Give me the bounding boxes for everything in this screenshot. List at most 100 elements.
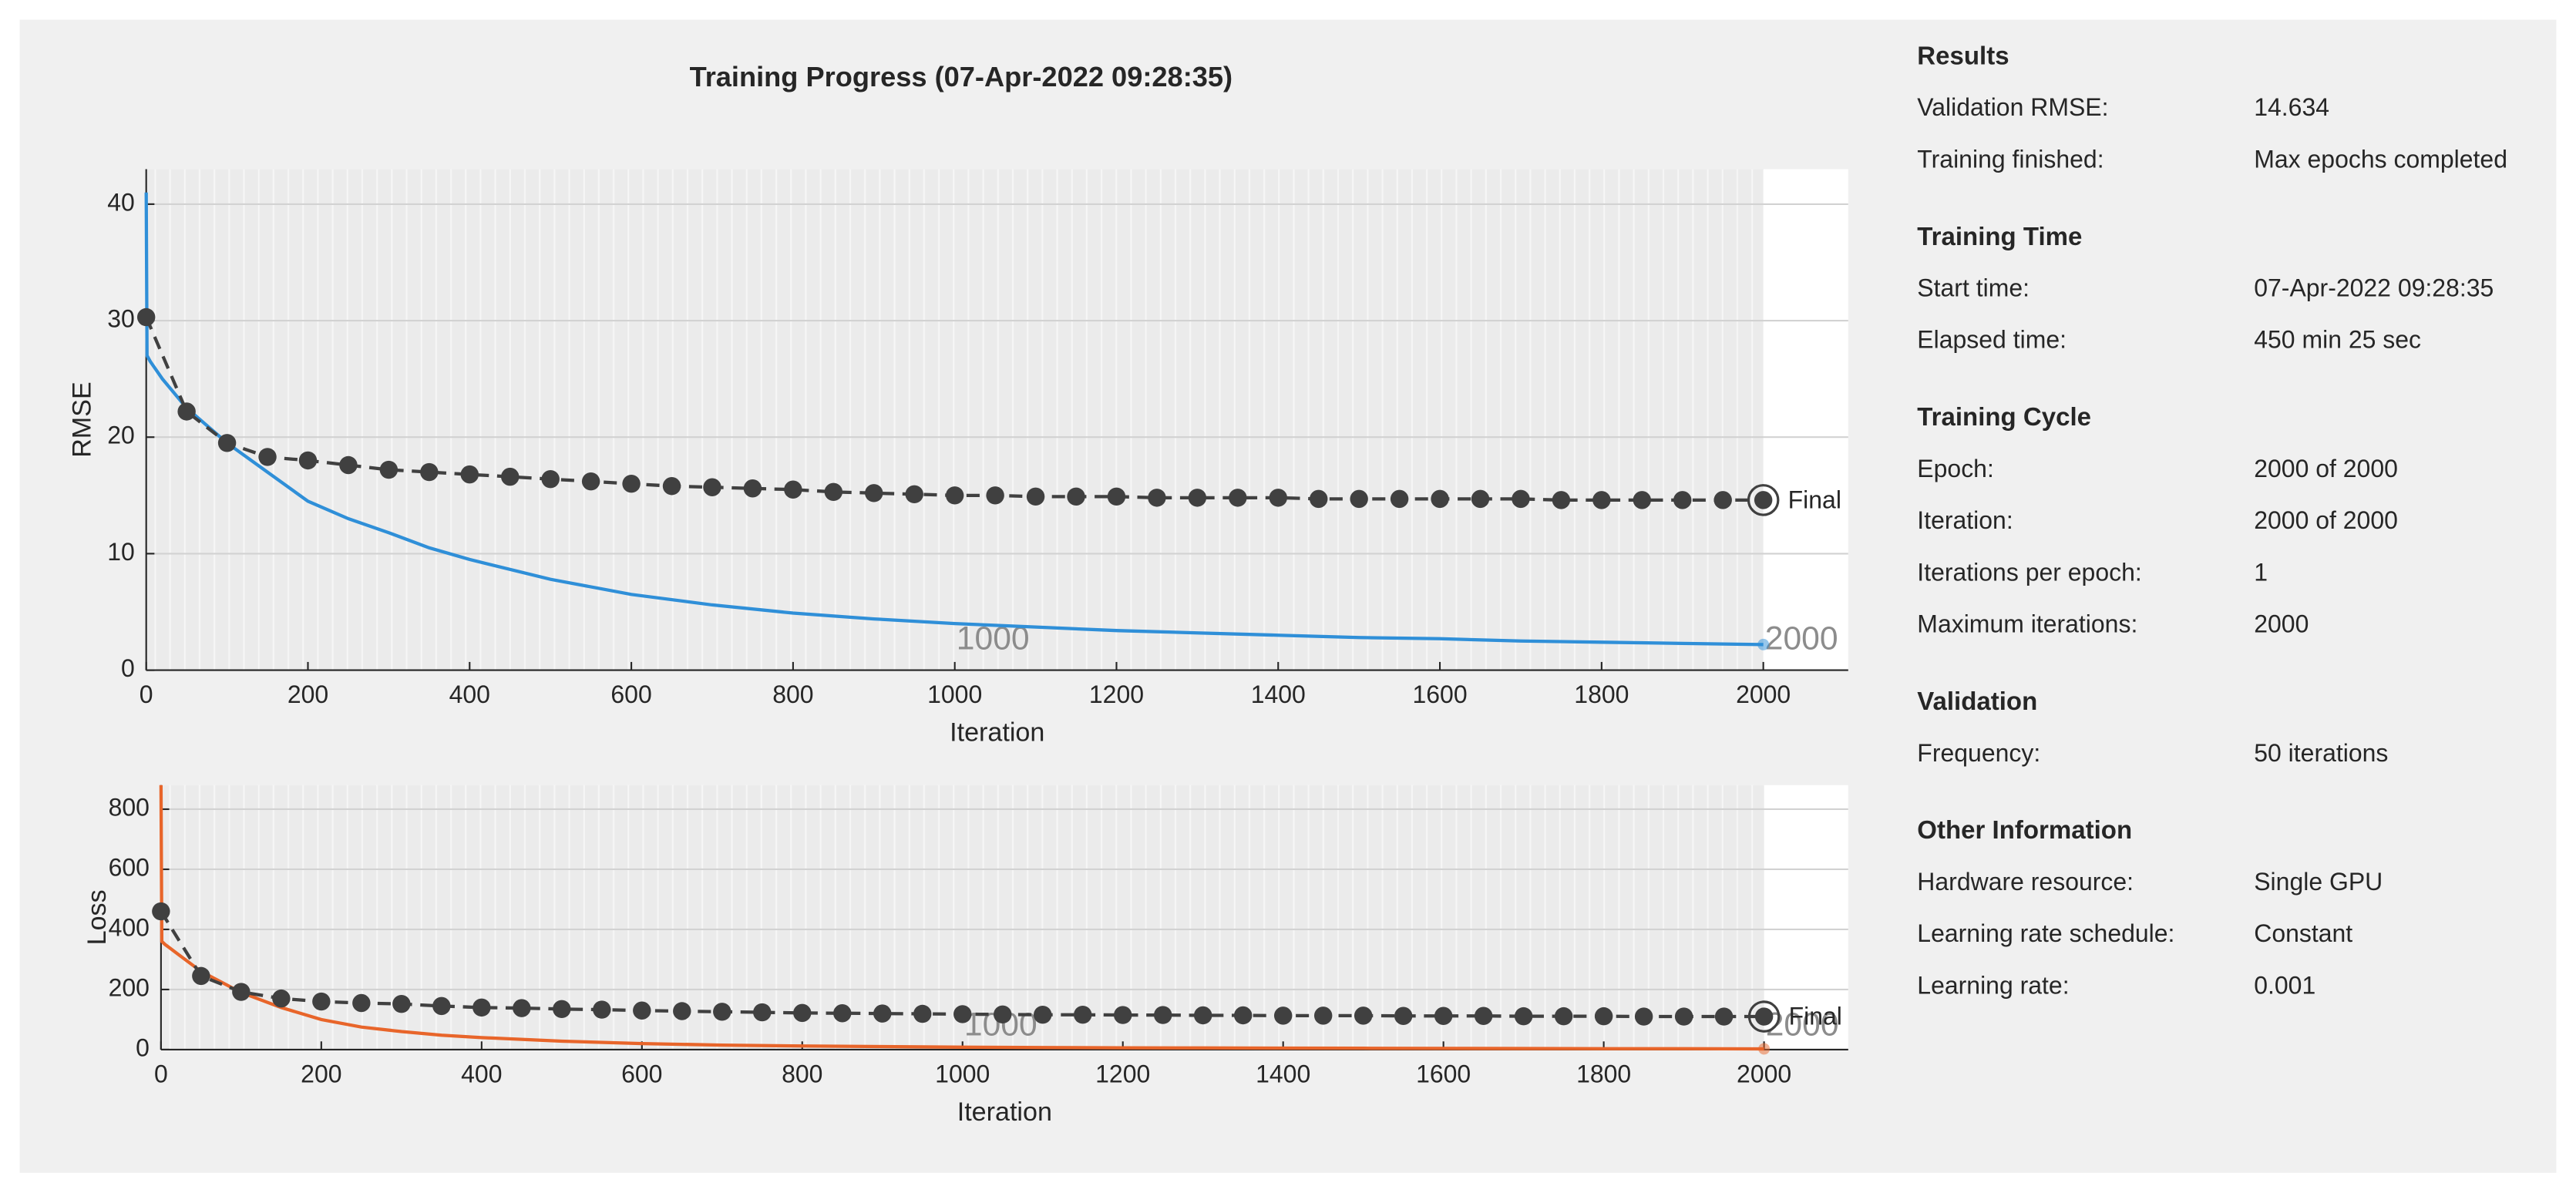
- x-tick-label: 2000: [1737, 1060, 1791, 1087]
- validation-point: [513, 999, 531, 1017]
- validation-point: [633, 1001, 651, 1020]
- x-tick-label: 200: [301, 1060, 341, 1087]
- info-label: Iteration:: [1917, 506, 2013, 534]
- info-value: 2000 of 2000: [2254, 455, 2398, 482]
- validation-point: [1193, 1006, 1212, 1025]
- validation-point: [1107, 487, 1126, 506]
- final-marker: [1747, 1000, 1781, 1033]
- section-title: Training Cycle: [1917, 402, 2091, 431]
- x-tick-label: 2000: [1736, 681, 1791, 708]
- validation-point: [177, 402, 196, 421]
- validation-point: [1394, 1006, 1413, 1025]
- chart-title: Training Progress (07-Apr-2022 09:28:35): [690, 61, 1233, 92]
- validation-point: [1309, 489, 1328, 509]
- validation-point: [472, 998, 491, 1017]
- validation-point: [1188, 489, 1207, 507]
- y-axis-label: RMSE: [68, 381, 97, 458]
- validation-point: [258, 448, 277, 466]
- y-tick-label: 400: [109, 913, 150, 941]
- validation-point: [392, 994, 411, 1013]
- validation-point: [1512, 489, 1530, 509]
- validation-point: [994, 1005, 1012, 1024]
- final-label: Final: [1788, 486, 1841, 513]
- section-title: Training Time: [1917, 222, 2082, 250]
- validation-point: [136, 307, 156, 327]
- validation-point: [1074, 1005, 1092, 1024]
- y-tick-label: 20: [107, 422, 135, 449]
- info-value: Max epochs completed: [2254, 145, 2507, 173]
- x-tick-label: 1200: [1095, 1060, 1150, 1087]
- x-tick-label: 1800: [1574, 681, 1629, 708]
- validation-point: [662, 477, 681, 496]
- validation-point: [673, 1002, 691, 1020]
- validation-point: [460, 465, 479, 484]
- validation-point: [753, 1003, 772, 1022]
- validation-point: [703, 478, 721, 496]
- y-tick-label: 10: [107, 538, 135, 566]
- validation-point: [913, 1004, 932, 1023]
- x-tick-label: 600: [621, 1060, 662, 1087]
- x-tick-label: 400: [449, 681, 490, 708]
- trained-region: [146, 169, 1764, 670]
- info-value: 0.001: [2254, 971, 2315, 999]
- validation-point: [1113, 1006, 1132, 1024]
- validation-point: [1474, 1006, 1493, 1025]
- final-label: Final: [1789, 1003, 1842, 1030]
- validation-point: [1034, 1005, 1052, 1024]
- validation-point: [1269, 489, 1287, 507]
- section-title: Results: [1917, 41, 2009, 69]
- info-value: 2000: [2254, 610, 2309, 637]
- validation-point: [1354, 1006, 1373, 1025]
- validation-point: [379, 460, 399, 479]
- validation-point: [541, 469, 560, 489]
- validation-point: [432, 996, 451, 1016]
- validation-point: [865, 484, 883, 502]
- validation-point: [905, 485, 923, 504]
- x-tick-label: 1600: [1416, 1060, 1471, 1087]
- validation-point: [1067, 487, 1085, 506]
- validation-point: [1431, 489, 1449, 509]
- validation-point: [622, 474, 641, 493]
- x-tick-label: 600: [610, 681, 651, 708]
- info-label: Epoch:: [1917, 455, 1994, 482]
- x-tick-label: 800: [782, 1060, 822, 1087]
- section-title: Other Information: [1917, 815, 2132, 844]
- validation-point: [298, 451, 318, 470]
- validation-point: [312, 992, 331, 1011]
- x-axis-label: Iteration: [950, 718, 1044, 748]
- y-tick-label: 0: [136, 1033, 150, 1061]
- info-value: Single GPU: [2254, 868, 2383, 896]
- validation-point: [1673, 491, 1692, 509]
- x-tick-label: 400: [461, 1060, 502, 1087]
- y-axis-label: Loss: [82, 889, 112, 945]
- info-label: Training finished:: [1917, 145, 2104, 173]
- x-axis-label: Iteration: [957, 1097, 1052, 1127]
- x-tick-label: 1200: [1089, 681, 1144, 708]
- validation-point: [232, 983, 251, 1001]
- x-tick-label: 1600: [1413, 681, 1468, 708]
- validation-point: [1390, 489, 1409, 509]
- info-label: Iterations per epoch:: [1917, 558, 2141, 586]
- info-value: 07-Apr-2022 09:28:35: [2254, 274, 2494, 302]
- info-label: Frequency:: [1917, 739, 2040, 767]
- validation-point: [986, 486, 1004, 505]
- info-label: Maximum iterations:: [1917, 610, 2137, 637]
- y-tick-label: 40: [107, 188, 135, 216]
- validation-point: [1714, 1007, 1734, 1026]
- last-point: [1758, 1043, 1771, 1055]
- validation-point: [1229, 489, 1247, 507]
- validation-point: [152, 902, 170, 921]
- x-tick-label: 1800: [1576, 1060, 1631, 1087]
- validation-point: [833, 1004, 852, 1023]
- section-title: Validation: [1917, 687, 2037, 715]
- validation-point: [1350, 489, 1368, 509]
- validation-point: [945, 486, 964, 505]
- validation-point: [1713, 491, 1732, 509]
- y-tick-label: 0: [121, 654, 135, 682]
- validation-point: [1554, 1006, 1573, 1026]
- final-marker: [1747, 484, 1780, 516]
- info-label: Validation RMSE:: [1917, 93, 2108, 121]
- info-value: 14.634: [2254, 93, 2329, 121]
- x-tick-label: 1400: [1256, 1060, 1310, 1087]
